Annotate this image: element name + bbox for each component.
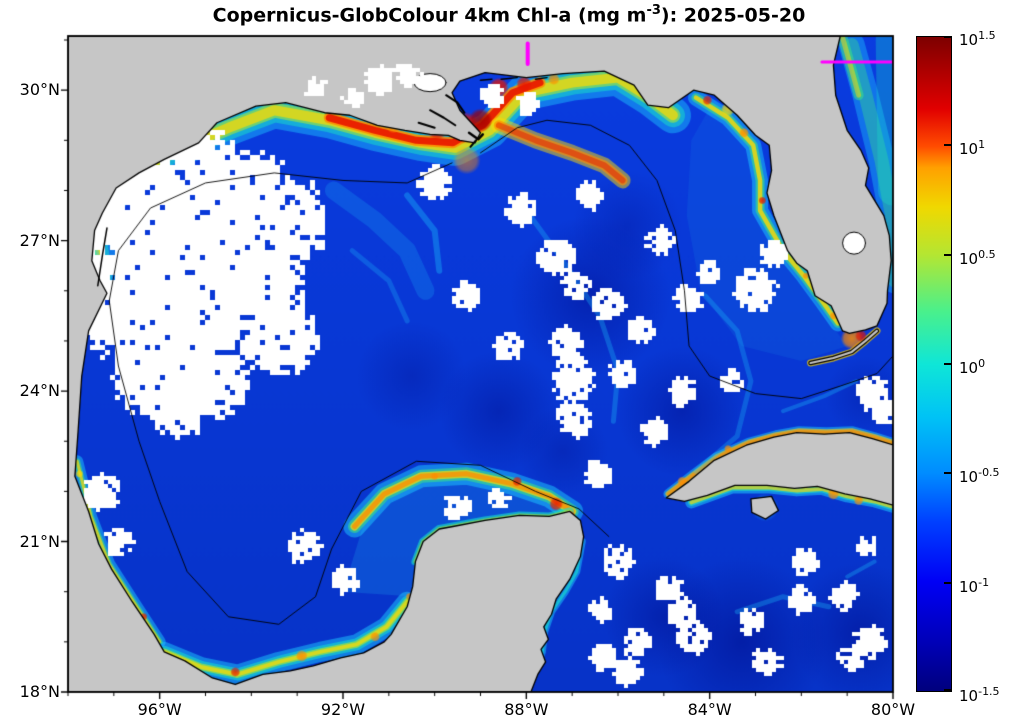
y-tick-label: 24°N [19, 381, 60, 401]
title-superscript: -3 [646, 3, 661, 18]
x-tick-label: 92°W [320, 700, 366, 719]
title-suffix: ): 2025-05-20 [660, 4, 806, 27]
colorbar-tick-mark [944, 253, 951, 256]
title-text: Copernicus-GlobColour 4km Chl-a (mg m [212, 4, 647, 27]
colorbar-tick-label: 10-1 [959, 575, 990, 596]
x-tick-label: 96°W [137, 700, 182, 719]
x-tick-label: 84°W [687, 700, 732, 719]
colorbar-tick-label: 10-1.5 [959, 685, 1000, 705]
colorbar-tick-mark [944, 581, 951, 584]
colorbar-tick-label: 101.5 [959, 29, 996, 49]
colorbar-tick-mark [944, 36, 951, 38]
figure-title: Copernicus-GlobColour 4km Chl-a (mg m-3)… [66, 3, 952, 26]
y-tick-label: 18°N [19, 682, 60, 701]
colorbar-tick-label: 100.5 [959, 247, 996, 268]
y-tick-label: 21°N [19, 531, 60, 551]
colorbar-tick-label: 100 [959, 357, 986, 377]
colorbar-tick-mark [944, 363, 951, 365]
x-tick-label: 88°W [504, 700, 549, 719]
colorbar-tick-mark [944, 689, 951, 691]
colorbar-tick-mark [944, 144, 951, 147]
colorbar-tick-label: 10-0.5 [959, 466, 1000, 487]
colorbar-tick-mark [944, 472, 951, 475]
colorbar-tick-label: 101 [959, 138, 986, 159]
x-tick-label: 80°W [870, 700, 916, 719]
y-tick-label: 30°N [19, 80, 60, 100]
y-tick-label: 27°N [19, 230, 60, 250]
